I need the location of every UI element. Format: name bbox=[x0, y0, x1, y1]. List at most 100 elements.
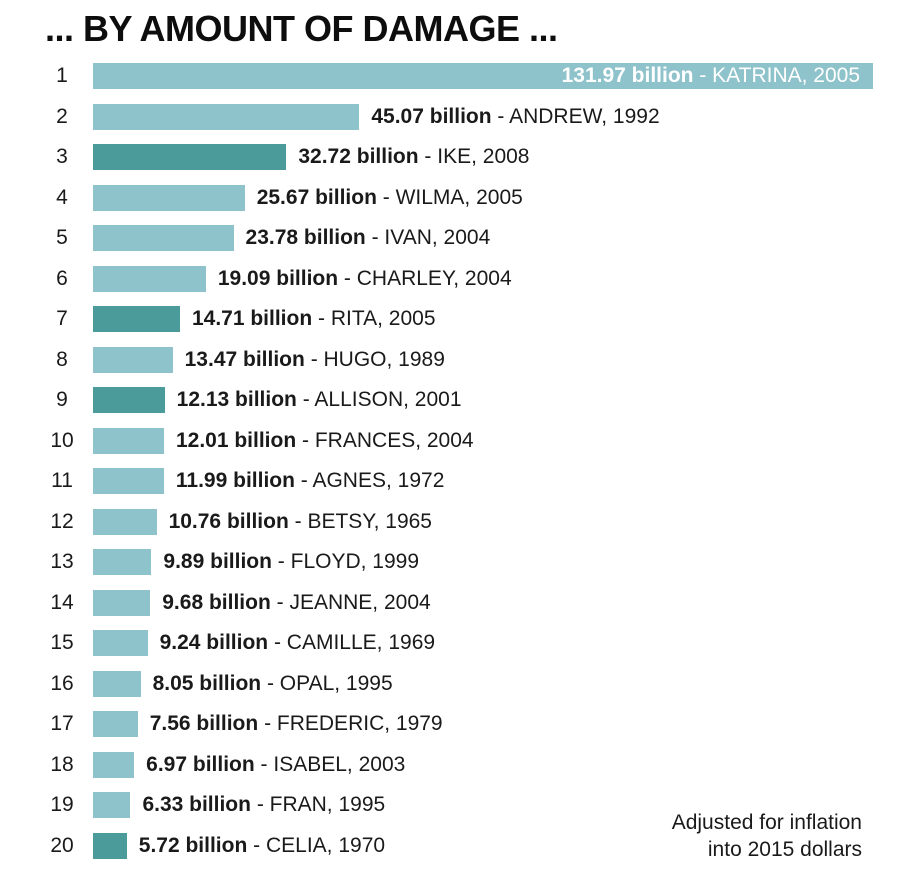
damage-bar bbox=[93, 468, 164, 494]
bar-value-label: 25.67 billion bbox=[256, 185, 377, 209]
bar-label: 19.09 billion - CHARLEY, 2004 bbox=[218, 267, 512, 291]
bar-name-label: - FRANCES, 2004 bbox=[302, 428, 474, 452]
bar-label: 23.78 billion - IVAN, 2004 bbox=[246, 226, 491, 250]
bar-name-label: - AGNES, 1972 bbox=[300, 469, 445, 492]
rank-label: 7 bbox=[56, 307, 68, 330]
chart-row: 14 9.68 billion - JEANNE, 2004 bbox=[45, 589, 920, 616]
chart-row: 16 8.05 billion - OPAL, 1995 bbox=[45, 670, 920, 697]
rank-label: 6 bbox=[56, 266, 68, 290]
bar-value-label: 9.89 billion bbox=[163, 550, 272, 573]
bar-label: 9.89 billion - FLOYD, 1999 bbox=[163, 550, 419, 574]
bar-value-label: 131.97 billion bbox=[561, 64, 694, 87]
damage-bar bbox=[93, 670, 141, 697]
bar-area: 8.05 billion - OPAL, 1995 bbox=[93, 670, 873, 697]
bar-name-label: - WILMA, 2005 bbox=[382, 185, 523, 209]
bar-area: 131.97 billion - KATRINA, 2005 bbox=[93, 63, 873, 89]
rank-label: 1 bbox=[56, 64, 68, 87]
rank-label: 15 bbox=[50, 631, 74, 654]
rank-label: 12 bbox=[50, 509, 74, 533]
chart-row: 10 12.01 billion - FRANCES, 2004 bbox=[45, 427, 920, 454]
bar-area: 13.47 billion - HUGO, 1989 bbox=[93, 346, 873, 373]
damage-bar bbox=[93, 306, 180, 332]
bar-value-label: 7.56 billion bbox=[149, 712, 259, 735]
rank-label: 16 bbox=[50, 671, 74, 695]
rank-label: 5 bbox=[56, 226, 68, 249]
bar-value-label: 13.47 billion bbox=[184, 347, 305, 371]
chart-row: 6 19.09 billion - CHARLEY, 2004 bbox=[45, 265, 920, 292]
bar-value-label: 14.71 billion bbox=[191, 307, 313, 330]
bar-name-label: - ALLISON, 2001 bbox=[302, 388, 462, 411]
bar-value-label: 23.78 billion bbox=[245, 226, 366, 249]
bar-label: 8.05 billion - OPAL, 1995 bbox=[153, 672, 393, 696]
bar-area: 19.09 billion - CHARLEY, 2004 bbox=[93, 265, 873, 292]
rank-label: 13 bbox=[50, 550, 74, 573]
bar-value-label: 12.01 billion bbox=[175, 428, 297, 452]
bar-name-label: - CELIA, 1970 bbox=[253, 833, 386, 857]
damage-bar bbox=[93, 184, 245, 211]
damage-bar bbox=[93, 387, 165, 413]
bar-name-label: - IVAN, 2004 bbox=[371, 226, 491, 249]
bar-label: 13.47 billion - HUGO, 1989 bbox=[185, 348, 445, 372]
chart-row: 7 14.71 billion - RITA, 2005 bbox=[45, 306, 920, 332]
damage-bar bbox=[93, 792, 131, 818]
bar-label: 25.67 billion - WILMA, 2005 bbox=[257, 186, 523, 210]
chart-row: 5 23.78 billion - IVAN, 2004 bbox=[45, 225, 920, 251]
bar-label: 6.33 billion - FRAN, 1995 bbox=[142, 793, 385, 817]
damage-bar bbox=[93, 225, 234, 251]
bar-label: 12.01 billion - FRANCES, 2004 bbox=[176, 429, 474, 453]
chart-row: 8 13.47 billion - HUGO, 1989 bbox=[45, 346, 920, 373]
chart-row: 1 131.97 billion - KATRINA, 2005 bbox=[45, 63, 920, 89]
bar-name-label: - BETSY, 1965 bbox=[294, 509, 432, 533]
damage-bar bbox=[93, 549, 152, 575]
bar-value-label: 8.05 billion bbox=[152, 671, 262, 695]
bar-area: 10.76 billion - BETSY, 1965 bbox=[93, 508, 873, 535]
bar-name-label: - CHARLEY, 2004 bbox=[343, 266, 512, 290]
bar-label: 9.68 billion - JEANNE, 2004 bbox=[162, 591, 430, 615]
chart-row: 2 45.07 billion - ANDREW, 1992 bbox=[45, 103, 920, 130]
bar-name-label: - JEANNE, 2004 bbox=[276, 590, 431, 614]
bar-value-label: 12.13 billion bbox=[176, 388, 297, 411]
bar-name-label: - CAMILLE, 1969 bbox=[273, 631, 436, 654]
bar-area: 25.67 billion - WILMA, 2005 bbox=[93, 184, 873, 211]
damage-bar bbox=[93, 427, 164, 454]
chart-row: 19 6.33 billion - FRAN, 1995 bbox=[45, 792, 920, 818]
bar-label: 7.56 billion - FREDERIC, 1979 bbox=[150, 712, 443, 736]
damage-bar bbox=[93, 144, 287, 170]
bar-name-label: - FLOYD, 1999 bbox=[277, 550, 420, 573]
bar-area: 6.33 billion - FRAN, 1995 bbox=[93, 792, 873, 818]
damage-bar bbox=[93, 711, 138, 737]
bar-label: 9.24 billion - CAMILLE, 1969 bbox=[160, 631, 435, 655]
chart-row: 4 25.67 billion - WILMA, 2005 bbox=[45, 184, 920, 211]
bar-value-label: 11.99 billion bbox=[175, 469, 295, 492]
rank-label: 10 bbox=[50, 428, 74, 452]
rank-label: 4 bbox=[56, 185, 68, 209]
rank-label: 14 bbox=[50, 590, 74, 614]
chart-row: 9 12.13 billion - ALLISON, 2001 bbox=[45, 387, 920, 413]
bar-area: 5.72 billion - CELIA, 1970 bbox=[93, 832, 873, 859]
bar-name-label: - ISABEL, 2003 bbox=[260, 752, 406, 776]
bar-area: 9.68 billion - JEANNE, 2004 bbox=[93, 589, 873, 616]
chart-row: 11 11.99 billion - AGNES, 1972 bbox=[45, 468, 920, 494]
bar-value-label: 6.97 billion bbox=[146, 752, 255, 776]
bar-area: 9.89 billion - FLOYD, 1999 bbox=[93, 549, 873, 575]
bar-value-label: 9.24 billion bbox=[159, 631, 269, 654]
bar-label: 12.13 billion - ALLISON, 2001 bbox=[177, 388, 462, 412]
bar-label: 5.72 billion - CELIA, 1970 bbox=[139, 834, 385, 858]
bar-name-label: - ANDREW, 1992 bbox=[497, 104, 660, 128]
chart-row: 13 9.89 billion - FLOYD, 1999 bbox=[45, 549, 920, 575]
bar-area: 6.97 billion - ISABEL, 2003 bbox=[93, 751, 873, 778]
chart-row: 15 9.24 billion - CAMILLE, 1969 bbox=[45, 630, 920, 656]
bar-name-label: - FRAN, 1995 bbox=[256, 793, 386, 816]
bar-name-label: - FREDERIC, 1979 bbox=[264, 712, 443, 735]
damage-bar bbox=[93, 630, 148, 656]
rank-label: 17 bbox=[50, 712, 74, 735]
damage-bar bbox=[93, 346, 173, 373]
bar-value-label: 32.72 billion bbox=[298, 145, 419, 168]
bar-area: 14.71 billion - RITA, 2005 bbox=[93, 306, 873, 332]
bar-area: 45.07 billion - ANDREW, 1992 bbox=[93, 103, 873, 130]
bar-area: 11.99 billion - AGNES, 1972 bbox=[93, 468, 873, 494]
damage-bar: 131.97 billion - KATRINA, 2005 bbox=[93, 63, 873, 89]
bar-label: 10.76 billion - BETSY, 1965 bbox=[169, 510, 432, 534]
chart-row: 17 7.56 billion - FREDERIC, 1979 bbox=[45, 711, 920, 737]
